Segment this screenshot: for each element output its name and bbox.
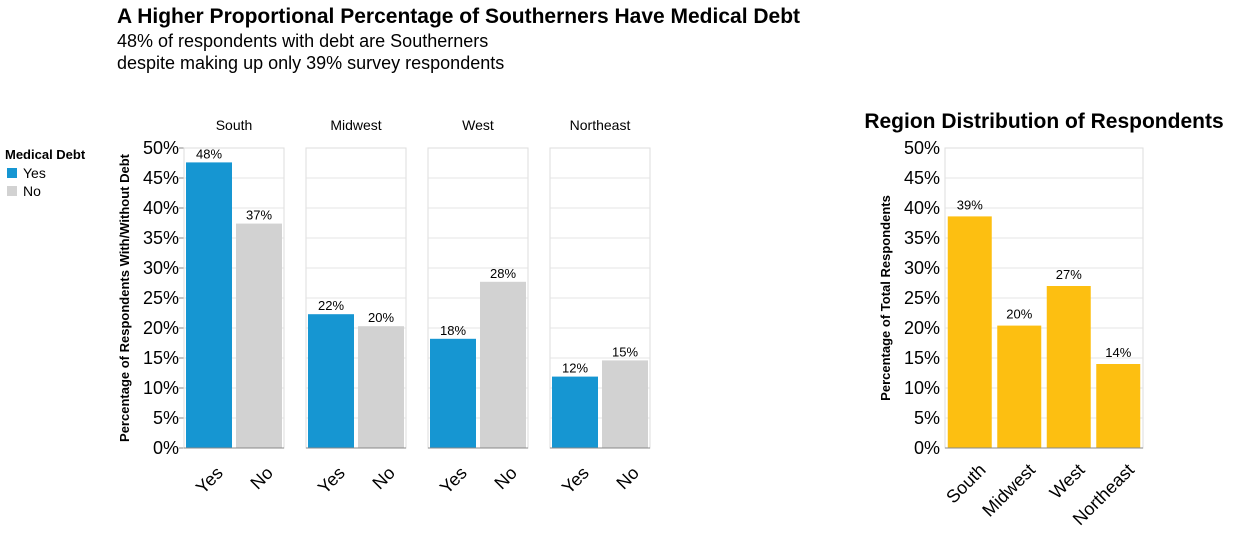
region-bar-west xyxy=(1046,286,1091,448)
x-tick-label-northeast-no: No xyxy=(612,463,642,493)
region-y-tick-label: 40% xyxy=(904,198,940,218)
bar-west-yes xyxy=(430,338,476,448)
legend-swatch-yes xyxy=(7,168,17,178)
x-tick-label-west-yes: Yes xyxy=(436,463,471,498)
region-x-tick-label-west: West xyxy=(1046,460,1089,503)
region-y-tick-label: 0% xyxy=(914,438,940,458)
y-tick-label: 5% xyxy=(153,408,179,428)
y-tick-label: 40% xyxy=(143,198,179,218)
region-bar-south xyxy=(947,216,992,448)
region-distribution-chart: Region Distribution of Respondents 0% 5% 10… xyxy=(864,110,1223,529)
region-data-label-west: 27% xyxy=(1056,267,1082,282)
y-tick-label: 10% xyxy=(143,378,179,398)
y-tick-label: 0% xyxy=(153,438,179,458)
data-label-south-no: 37% xyxy=(246,208,272,223)
region-y-tick-label: 35% xyxy=(904,228,940,248)
region-bar-northeast xyxy=(1096,364,1141,448)
region-y-tick-label: 10% xyxy=(904,378,940,398)
subtitle-line-1: 48% of respondents with debt are Souther… xyxy=(117,31,488,51)
legend-title: Medical Debt xyxy=(5,147,86,162)
legend: Medical Debt Yes No xyxy=(5,147,86,199)
x-tick-label-midwest-no: No xyxy=(368,463,398,493)
x-tick-label-midwest-yes: Yes xyxy=(314,463,349,498)
faceted-debt-chart: 0% 5% 10% 15% 20% 25% 30% 35% 40% 45% 50% Percentag… xyxy=(117,117,651,498)
y-tick-label: 35% xyxy=(143,228,179,248)
data-label-northeast-no: 15% xyxy=(612,344,638,359)
x-tick-label-south-yes: Yes xyxy=(192,463,227,498)
y-tick-label: 50% xyxy=(143,138,179,158)
y-tick-label: 30% xyxy=(143,258,179,278)
data-label-midwest-no: 20% xyxy=(368,310,394,325)
facet-header-midwest: Midwest xyxy=(330,117,381,133)
region-y-tick-label: 25% xyxy=(904,288,940,308)
bar-midwest-yes xyxy=(308,314,354,448)
region-y-axis-title: Percentage of Total Respondents xyxy=(878,195,893,401)
region-y-tick-label: 50% xyxy=(904,138,940,158)
region-data-label-northeast: 14% xyxy=(1105,345,1131,360)
x-tick-label-northeast-yes: Yes xyxy=(558,463,593,498)
x-tick-label-west-no: No xyxy=(490,463,520,493)
facet-header-west: West xyxy=(462,117,494,133)
data-label-west-yes: 18% xyxy=(440,323,466,338)
data-label-midwest-yes: 22% xyxy=(318,298,344,313)
bar-midwest-no xyxy=(358,326,404,448)
y-tick-label: 25% xyxy=(143,288,179,308)
region-bar-midwest xyxy=(997,325,1042,448)
region-data-label-midwest: 20% xyxy=(1006,307,1032,322)
region-data-label-south: 39% xyxy=(957,197,983,212)
legend-label-yes: Yes xyxy=(23,165,46,181)
data-label-south-yes: 48% xyxy=(196,146,222,161)
x-tick-label-south-no: No xyxy=(246,463,276,493)
region-x-tick-label-south: South xyxy=(942,460,989,507)
region-chart-title: Region Distribution of Respondents xyxy=(864,110,1223,133)
region-y-tick-label: 20% xyxy=(904,318,940,338)
bar-northeast-no xyxy=(602,360,648,448)
bar-northeast-yes xyxy=(552,376,598,448)
facet-header-south: South xyxy=(216,117,253,133)
y-tick-label: 15% xyxy=(143,348,179,368)
main-title: A Higher Proportional Percentage of Sout… xyxy=(117,5,800,28)
subtitle-line-2: despite making up only 39% survey respon… xyxy=(117,53,504,73)
legend-label-no: No xyxy=(23,183,41,199)
data-label-west-no: 28% xyxy=(490,266,516,281)
y-axis-title: Percentage of Respondents With/Without D… xyxy=(117,153,132,442)
bar-south-yes xyxy=(186,162,232,448)
region-x-tick-label-midwest: Midwest xyxy=(978,460,1039,521)
y-tick-label: 20% xyxy=(143,318,179,338)
region-y-tick-label: 15% xyxy=(904,348,940,368)
region-y-tick-label: 5% xyxy=(914,408,940,428)
bar-south-no xyxy=(236,223,282,448)
data-label-northeast-yes: 12% xyxy=(562,361,588,376)
facet-header-northeast: Northeast xyxy=(570,117,631,133)
region-y-tick-label: 30% xyxy=(904,258,940,278)
bar-west-no xyxy=(480,281,526,448)
y-tick-label: 45% xyxy=(143,168,179,188)
legend-swatch-no xyxy=(7,186,17,196)
region-y-tick-label: 45% xyxy=(904,168,940,188)
